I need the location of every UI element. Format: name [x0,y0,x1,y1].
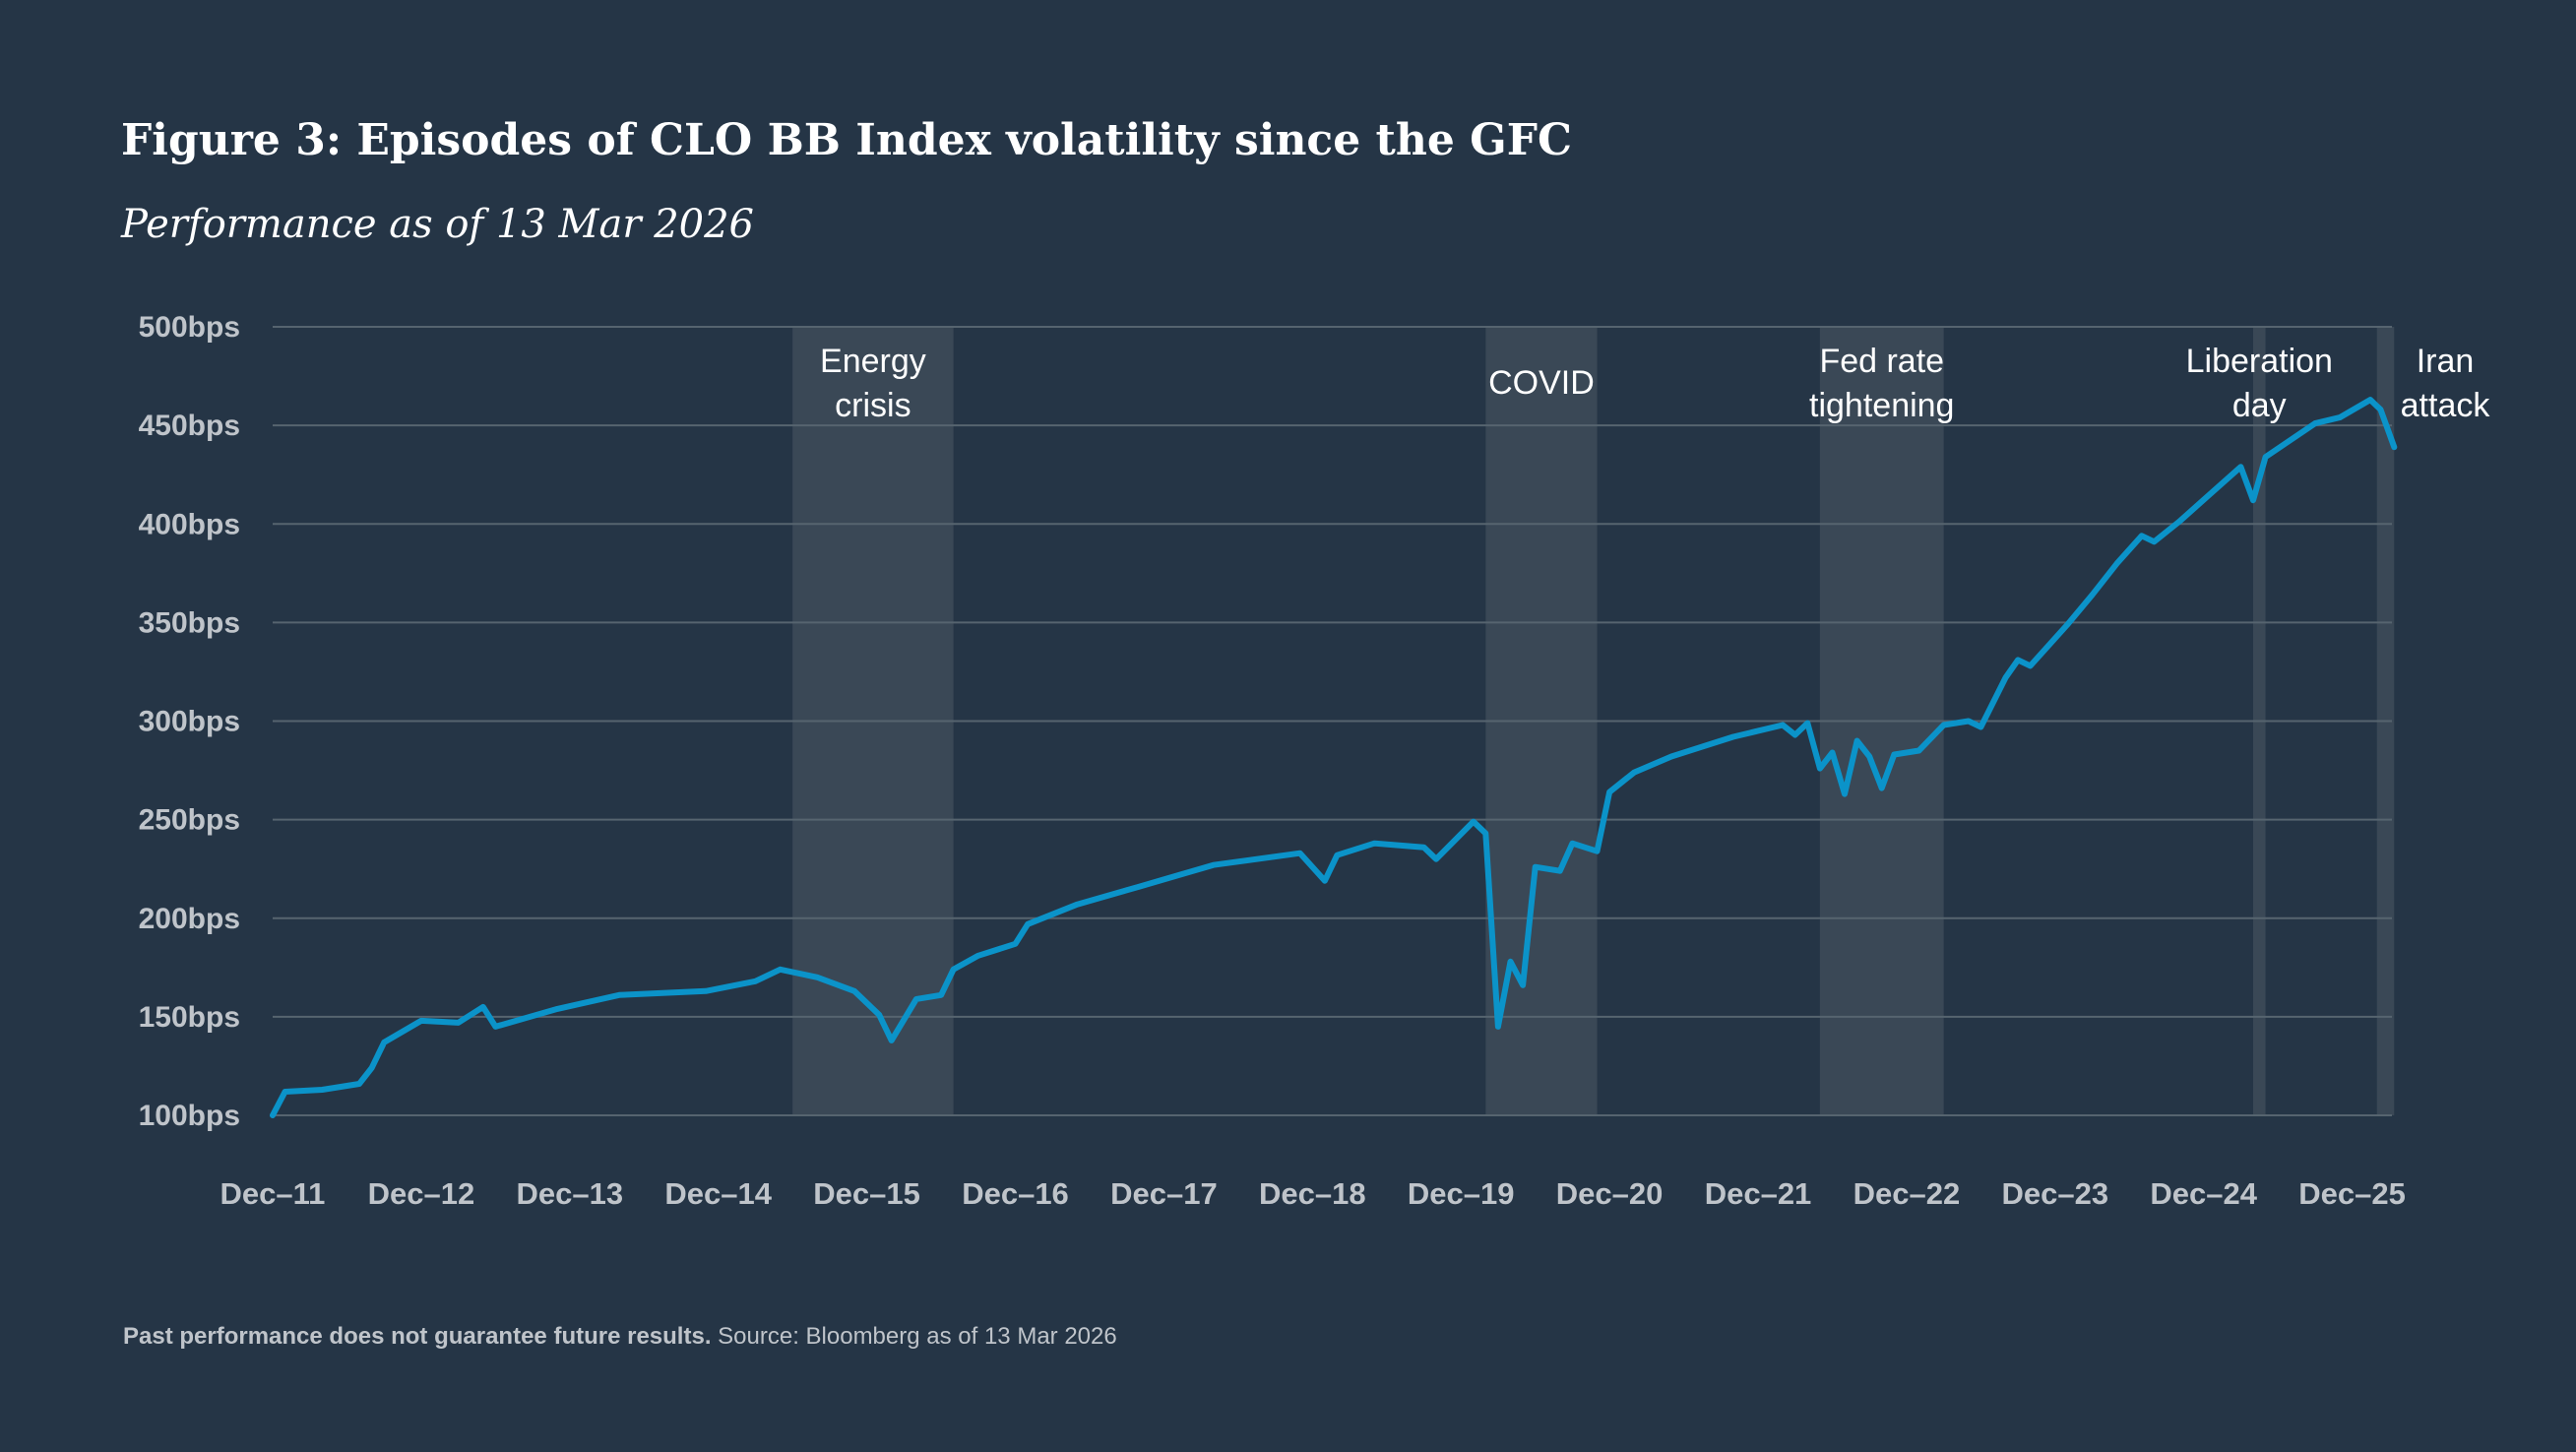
chart-subtitle: Performance as of 13 Mar 2026 [120,202,754,247]
shaded-period-label: day [2232,387,2287,424]
footer: Past performance does not guarantee futu… [123,1323,1117,1350]
shaded-period-label: Energy [820,343,926,380]
x-tick-label: Dec–24 [2150,1176,2257,1211]
x-tick-label: Dec–25 [2298,1176,2406,1211]
x-tick-label: Dec–17 [1110,1176,1218,1211]
shaded-period-label: Fed rate [1819,343,1944,380]
x-tick-label: Dec–21 [1705,1176,1812,1211]
shaded-period-labels: Energy crisis COVID Fed rate tightening Liber… [820,343,2490,424]
y-tick-label: 400bps [139,508,240,540]
x-tick-label: Dec–20 [1556,1176,1664,1211]
y-tick-label: 200bps [139,903,240,935]
y-tick-label: 100bps [139,1100,240,1132]
y-axis: 100bps 150bps 200bps 250bps 300bps 350bps 400b… [139,311,240,1132]
y-tick-label: 150bps [139,1001,240,1034]
y-tick-label: 500bps [139,311,240,344]
x-tick-label: Dec–11 [220,1176,326,1211]
chart-title: Figure 3: Episodes of CLO BB Index volat… [121,115,1572,165]
gridlines [273,326,2392,1116]
x-tick-label: Dec–19 [1408,1176,1515,1211]
y-tick-label: 300bps [139,706,240,738]
y-tick-label: 250bps [139,804,240,837]
footer-disclaimer: Past performance does not guarantee futu… [123,1323,711,1350]
y-tick-label: 450bps [139,410,240,442]
shaded-period-label: COVID [1488,364,1595,402]
x-tick-label: Dec–12 [368,1176,475,1211]
x-tick-label: Dec–14 [664,1176,772,1211]
shaded-period-label: Iran [2417,343,2475,380]
shaded-period-label: tightening [1809,387,1954,424]
shaded-period-label: attack [2401,387,2491,424]
x-tick-label: Dec–22 [1853,1176,1961,1211]
x-tick-label: Dec–16 [962,1176,1069,1211]
series-line [270,397,2398,1118]
y-tick-label: 350bps [139,606,240,639]
shaded-period-label: Liberation [2186,343,2333,380]
x-tick-label: Dec–15 [813,1176,920,1211]
footer-source: Source: Bloomberg as of 13 Mar 2026 [711,1323,1116,1350]
x-axis: Dec–11 Dec–12 Dec–13 Dec–14 Dec–15 Dec–16 Dec–… [220,1176,2406,1211]
x-tick-label: Dec–18 [1259,1176,1366,1211]
x-tick-label: Dec–13 [517,1176,624,1211]
shaded-period-label: crisis [835,387,911,424]
x-tick-label: Dec–23 [2002,1176,2109,1211]
